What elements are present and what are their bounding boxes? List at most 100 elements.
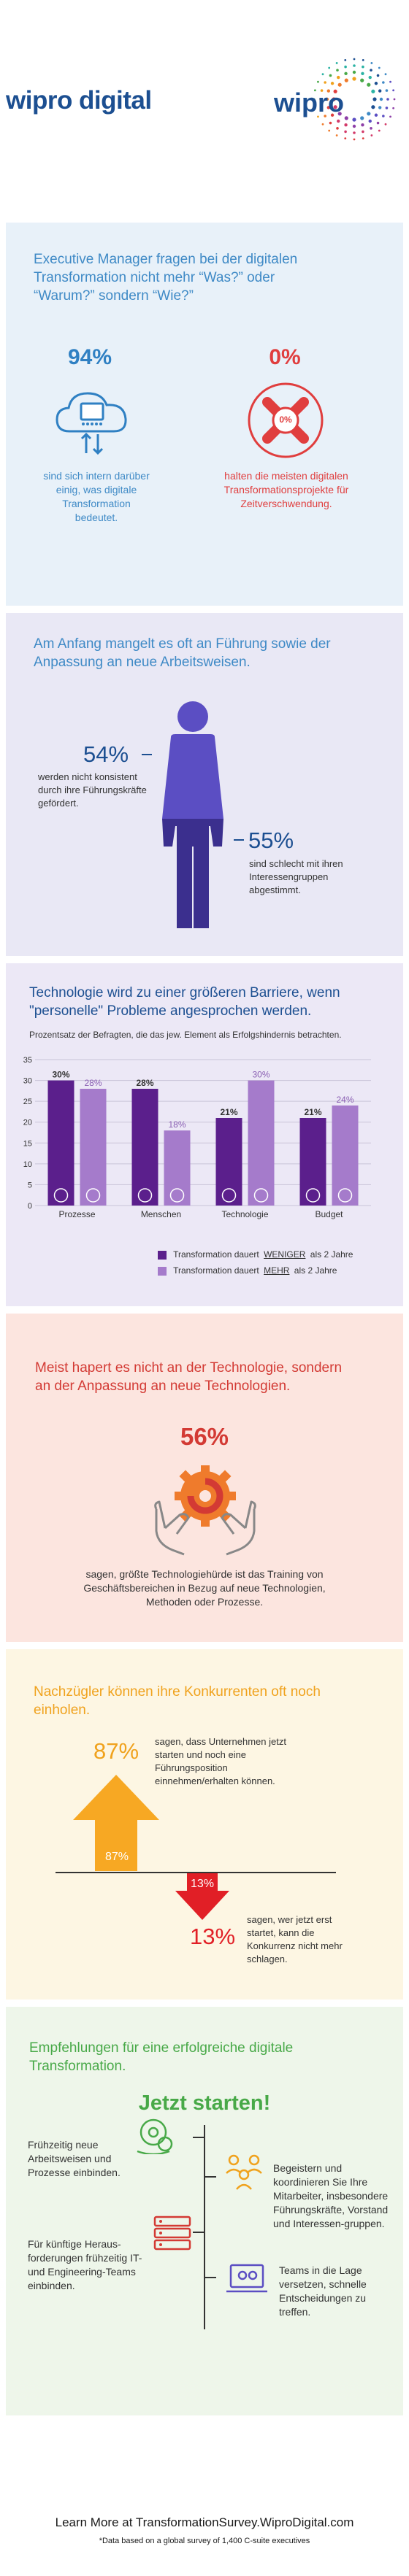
- bar-value-label: 24%: [336, 1095, 353, 1105]
- y-tick-label: 35: [23, 1056, 32, 1065]
- recommendation-item-2: Für künftige Heraus-forderungen frühzeit…: [28, 2238, 142, 2291]
- section2-stat1: 54%: [83, 741, 129, 767]
- bar-category-icon: [305, 1188, 321, 1203]
- logo-dot: [321, 73, 324, 76]
- logo-dot: [376, 121, 380, 125]
- legend-more-word: MEHR: [264, 1265, 290, 1276]
- person-silhouette-icon: [161, 701, 225, 930]
- logo-dot: [353, 58, 356, 61]
- section4-heading: Meist hapert es nicht an der Technologie…: [35, 1360, 343, 1394]
- learn-more-link[interactable]: Learn More at TransformationSurvey.Wipro…: [55, 2515, 354, 2529]
- logo-dot: [378, 129, 381, 132]
- logo-dot: [336, 69, 339, 72]
- logo-dot: [326, 89, 331, 93]
- logo-dot: [321, 123, 324, 126]
- wipro-logo[interactable]: wipro: [267, 55, 405, 143]
- bar: [248, 1080, 275, 1206]
- section5-down-stat: 13%: [190, 1924, 236, 1949]
- bar-value-label: 30%: [52, 1070, 69, 1080]
- decision-laptop-icon: [223, 2259, 270, 2299]
- section2-stat1-text: werden nicht konsistent durch ihre Führu…: [38, 771, 147, 809]
- section1-left-text: sind sich intern darüber einig, was digi…: [43, 470, 150, 523]
- y-tick-label: 10: [23, 1160, 32, 1169]
- logo-dot: [344, 58, 347, 61]
- section1-heading: Executive Manager fragen bei der digital…: [34, 252, 298, 304]
- hands-gear-icon: [150, 1458, 260, 1557]
- logo-dot: [389, 80, 391, 83]
- logo-dot: [371, 89, 375, 93]
- legend-less-word: WENIGER: [264, 1249, 306, 1260]
- logo-dot: [337, 82, 342, 87]
- logo-dot: [360, 116, 364, 120]
- logo-dot: [328, 66, 331, 69]
- logo-dot: [389, 115, 391, 118]
- logo-dot: [344, 116, 348, 120]
- section5-up-text: sagen, dass Unternehmen jetzt starten un…: [155, 1736, 286, 1786]
- down-arrow-icon: [175, 1873, 229, 1920]
- y-tick-label: 30: [23, 1077, 32, 1086]
- up-arrow-label: 87%: [104, 1851, 129, 1863]
- timeline-tick-2: [205, 2176, 216, 2178]
- logo-dot: [330, 82, 335, 85]
- bar-category-icon: [221, 1188, 237, 1203]
- bar-value-label: 30%: [252, 1070, 270, 1080]
- logo-dot: [353, 131, 356, 134]
- logo-dot: [371, 105, 375, 109]
- x-tick-label: Prozesse: [58, 1209, 95, 1219]
- logo-dot: [353, 138, 356, 141]
- logo-dot: [328, 129, 331, 132]
- logo-dot: [361, 72, 364, 76]
- bar-value-label: 28%: [84, 1078, 102, 1088]
- y-tick-label: 25: [23, 1098, 32, 1106]
- y-tick-label: 15: [23, 1139, 32, 1148]
- bar-value-label: 21%: [220, 1107, 237, 1117]
- section4-stat: 56%: [180, 1423, 229, 1450]
- logo-dot: [385, 107, 389, 109]
- logo-dot: [325, 97, 329, 101]
- logo-dot: [372, 97, 377, 101]
- legend-less-suffix: als 2 Jahre: [310, 1249, 353, 1260]
- logo-dot: [378, 66, 381, 69]
- section-recommendations: Empfehlungen für eine erfolgreiche digit…: [6, 2007, 403, 2415]
- brand-wordmark[interactable]: wipro digital: [6, 86, 152, 115]
- bar: [299, 1118, 326, 1206]
- section-adoption: Meist hapert es nicht an der Technologie…: [6, 1314, 403, 1642]
- logo-dot: [374, 113, 378, 117]
- legend-more-prefix: Transformation dauert: [173, 1265, 259, 1276]
- logo-dot: [370, 134, 373, 136]
- cta-heading[interactable]: Jetzt starten!: [138, 2091, 271, 2115]
- logo-dot: [344, 72, 348, 76]
- logo-dot: [319, 98, 322, 101]
- logo-dot: [344, 65, 347, 69]
- section5-up-stat: 87%: [93, 1738, 139, 1764]
- legend-swatch-more: [158, 1266, 167, 1276]
- cancel-circle-icon: 0%: [245, 380, 326, 460]
- logo-dot: [344, 130, 347, 134]
- logo-dot: [313, 107, 316, 109]
- logo-dot: [367, 82, 371, 87]
- barrier-bar-chart: 0 5 10 15 20 25 30 35 30% 28% Prozesse 28% 18% Mensch…: [19, 1054, 384, 1241]
- logo-dot: [362, 58, 364, 61]
- logo-dot: [362, 130, 364, 134]
- logo-dot: [332, 97, 336, 101]
- logo-dot: [344, 137, 347, 140]
- logo-dot: [313, 89, 316, 92]
- down-arrow-label: 13%: [190, 1878, 215, 1890]
- section-technology-barrier: Technologie wird zu einer größeren Barri…: [6, 963, 403, 1306]
- logo-dot: [324, 81, 326, 84]
- bar-value-label: 18%: [168, 1119, 186, 1130]
- logo-dot: [344, 123, 348, 127]
- timeline-tick-1: [193, 2137, 204, 2138]
- section2-stat2: 55%: [248, 828, 294, 853]
- logo-dot: [392, 107, 395, 109]
- logo-dot: [393, 98, 396, 101]
- bar: [80, 1089, 107, 1206]
- logo-dot: [330, 113, 335, 117]
- logo-dot: [374, 82, 378, 85]
- logo-dot: [352, 77, 356, 81]
- section-leadership: Am Anfang mangelt es oft an Führung sowi…: [6, 613, 403, 956]
- logo-dot: [344, 78, 348, 82]
- section1-left-stat: 94%: [67, 345, 112, 369]
- process-gears-icon: [131, 2115, 175, 2154]
- section5-down-text: sagen, wer jetzt erst startet, kann die …: [247, 1914, 343, 1964]
